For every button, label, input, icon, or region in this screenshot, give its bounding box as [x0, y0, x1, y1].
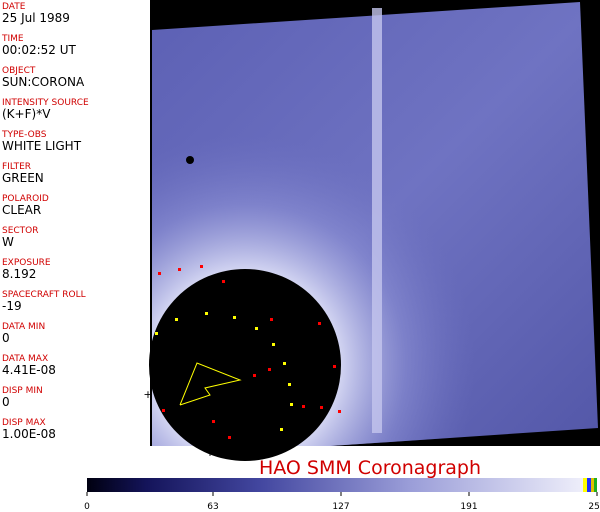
field-value: 0: [2, 331, 10, 345]
colorbar-end: [587, 478, 591, 492]
colorbar-end: [591, 478, 594, 492]
field-label: POLAROID: [2, 194, 49, 204]
spot: [186, 156, 194, 164]
field-label: EXPOSURE: [2, 258, 51, 268]
field-label: INTENSITY SOURCE: [2, 98, 89, 108]
field-label: TIME: [1, 34, 24, 44]
markers-red: [158, 265, 341, 439]
field-value: SUN:CORONA: [2, 75, 85, 89]
field-value: 8.192: [2, 267, 36, 281]
colorbar-end: [583, 478, 587, 492]
field-label: SPACECRAFT ROLL: [2, 290, 86, 300]
tick-label: 191: [460, 502, 477, 512]
colorbar: [87, 478, 583, 492]
field-label: TYPE-OBS: [1, 130, 47, 140]
field-label: DISP MAX: [2, 418, 46, 428]
field-value: W: [2, 235, 14, 249]
field-value: 00:02:52 UT: [2, 43, 76, 57]
field-value: CLEAR: [2, 203, 41, 217]
colorbar-end: [594, 478, 597, 492]
cross: +: [205, 446, 214, 459]
streak: [372, 8, 382, 433]
field-label: SECTOR: [2, 226, 39, 236]
field-value: -19: [2, 299, 22, 313]
markers: [155, 312, 293, 431]
field-label: DATA MIN: [2, 322, 45, 332]
tick-label: 255: [588, 502, 600, 512]
title: HAO SMM Coronagraph: [259, 457, 481, 479]
tick-label: 0: [84, 502, 90, 512]
occulter: [149, 269, 341, 461]
field-value: (K+F)*V: [2, 107, 51, 121]
tick-label: 63: [207, 502, 218, 512]
field-value: GREEN: [2, 171, 44, 185]
field-value: 25 Jul 1989: [2, 11, 70, 25]
pylon-outline: [179, 362, 242, 406]
field-label: DATE: [2, 2, 26, 12]
cross: +: [143, 388, 152, 401]
field-label: OBJECT: [2, 66, 36, 76]
field-label: DATA MAX: [2, 354, 48, 364]
field-value: 1.00E-08: [2, 427, 56, 441]
field-value: 0: [2, 395, 10, 409]
tick-label: 127: [332, 502, 349, 512]
field-label: FILTER: [2, 162, 31, 172]
field-value: WHITE LIGHT: [2, 139, 82, 153]
field-value: 4.41E-08: [2, 363, 56, 377]
field-label: DISP MIN: [2, 386, 43, 396]
